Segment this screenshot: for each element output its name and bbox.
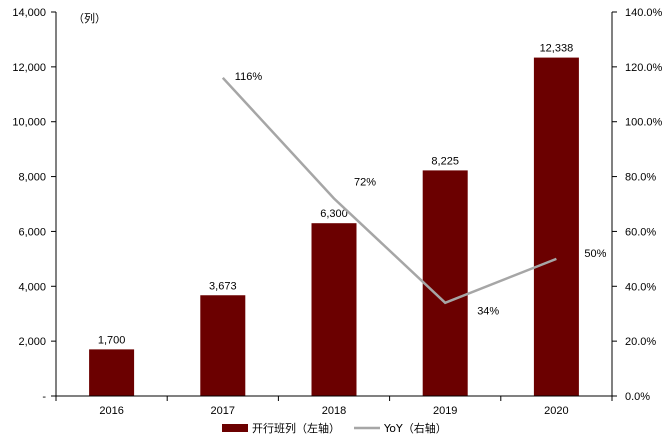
- x-tick-label: 2017: [211, 405, 235, 417]
- right-tick-label: 120.0%: [625, 62, 663, 74]
- left-tick-label: 14,000: [12, 7, 46, 19]
- line-data-label: 34%: [477, 306, 499, 318]
- right-tick-label: 40.0%: [625, 281, 656, 293]
- left-tick-label: 8,000: [18, 172, 46, 184]
- left-tick-label: 6,000: [18, 226, 46, 238]
- right-tick-label: 0.0%: [625, 391, 650, 403]
- bar-data-label: 3,673: [209, 280, 237, 292]
- legend-bar-swatch: [222, 424, 248, 432]
- left-axis-unit: （列）: [73, 11, 106, 25]
- x-tick-label: 2019: [433, 405, 457, 417]
- line-data-label: 116%: [235, 71, 263, 83]
- right-tick-label: 20.0%: [625, 336, 656, 348]
- bar-series: 1,700 3,673 6,300 8,225 12,338: [89, 43, 579, 397]
- legend-bar-label: 开行班列（左轴）: [252, 421, 340, 435]
- left-tick-label: 12,000: [12, 62, 46, 74]
- bar-data-label: 12,338: [540, 43, 574, 55]
- left-tick-label: 10,000: [12, 117, 46, 129]
- right-tick-label: 100.0%: [625, 117, 663, 129]
- bar: [200, 295, 246, 396]
- left-tick-label: -: [42, 391, 46, 403]
- legend: 开行班列（左轴） YoY（右轴）: [222, 421, 447, 435]
- line-series: 116% 72% 34% 50%: [221, 71, 607, 318]
- x-tick-label: 2018: [322, 405, 346, 417]
- right-tick-label: 140.0%: [625, 7, 663, 19]
- line-data-label: 50%: [584, 248, 606, 260]
- yoy-line: [221, 76, 557, 305]
- x-axis: 2016 2017 2018 2019 2020: [55, 395, 613, 417]
- right-tick-label: 60.0%: [625, 226, 656, 238]
- bar: [533, 57, 579, 397]
- x-tick-label: 2020: [544, 405, 568, 417]
- right-axis: 0.0% 20.0% 40.0% 60.0% 80.0% 100.0% 120.0% 140.…: [611, 7, 663, 403]
- legend-line-label: YoY（右轴）: [383, 421, 447, 435]
- left-tick-label: 4,000: [18, 281, 46, 293]
- left-tick-label: 2,000: [18, 336, 46, 348]
- bar-data-label: 6,300: [320, 208, 348, 220]
- bar: [89, 349, 135, 396]
- x-tick-label: 2016: [99, 405, 123, 417]
- bar-data-label: 8,225: [431, 155, 459, 167]
- line-data-label: 72%: [354, 177, 376, 189]
- bar-data-label: 1,700: [98, 334, 126, 346]
- right-tick-label: 80.0%: [625, 172, 656, 184]
- left-axis: - 2,000 4,000 6,000 8,000 10,000 12,000 14,000 （…: [12, 7, 106, 403]
- bar: [422, 170, 468, 396]
- bar: [311, 223, 357, 396]
